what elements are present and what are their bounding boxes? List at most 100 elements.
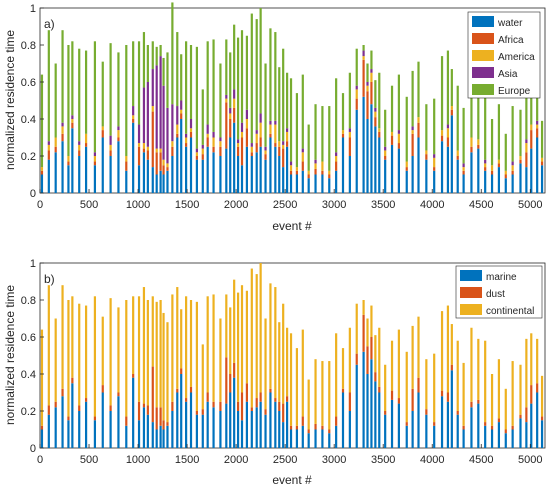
bar-europe-20 — [162, 57, 165, 86]
bar-america-29 — [206, 133, 209, 138]
bar-asia-13 — [132, 106, 135, 116]
bar-continental-8 — [93, 296, 97, 417]
bar-dust-60 — [370, 337, 373, 360]
bar-continental-5 — [71, 296, 74, 378]
bar-marine-59 — [366, 374, 369, 448]
bar-europe-71 — [440, 56, 444, 131]
bar-africa-12 — [125, 161, 128, 171]
bar-water-76 — [470, 152, 473, 193]
bar-europe-3 — [61, 30, 64, 123]
bar-america-51 — [314, 163, 317, 169]
bar-water-1 — [47, 159, 50, 193]
bar-africa-7 — [84, 143, 88, 147]
bar-america-62 — [378, 128, 381, 132]
bar-marine-64 — [390, 399, 394, 448]
bars-b — [40, 263, 544, 448]
bar-europe-19 — [159, 45, 162, 57]
bar-dust-21 — [166, 422, 169, 426]
bar-africa-10 — [109, 150, 112, 156]
bar-asia-61 — [374, 107, 377, 112]
bar-america-72 — [446, 128, 450, 138]
bar-water-32 — [225, 148, 228, 193]
bar-africa-67 — [411, 133, 414, 156]
x-tick-label: 4000 — [420, 199, 444, 211]
bar-marine-48 — [295, 429, 299, 448]
bar-europe-30 — [212, 39, 215, 132]
bar-continental-61 — [374, 335, 377, 373]
bar-water-52 — [321, 174, 324, 193]
bar-asia-70 — [433, 154, 436, 158]
bar-marine-69 — [425, 414, 428, 448]
bar-asia-21 — [166, 107, 169, 164]
bar-africa-74 — [456, 156, 459, 160]
panel-label-a: a) — [44, 17, 55, 31]
bar-water-59 — [366, 119, 369, 193]
bar-europe-36 — [240, 30, 244, 123]
legend-label-continental: continental — [486, 306, 534, 317]
bar-water-31 — [219, 156, 222, 193]
bar-europe-55 — [341, 93, 345, 131]
bar-africa-33 — [229, 119, 232, 138]
bar-water-4 — [67, 165, 70, 193]
bar-marine-39 — [255, 407, 258, 448]
bar-dust-62 — [378, 386, 381, 393]
bar-africa-32 — [225, 102, 228, 149]
bar-dust-35 — [236, 401, 240, 411]
bar-continental-33 — [229, 307, 232, 374]
bar-asia-54 — [335, 152, 338, 156]
bar-water-73 — [450, 115, 453, 193]
bar-asia-67 — [411, 126, 414, 131]
bar-america-46 — [286, 131, 289, 142]
bar-continental-65 — [397, 329, 400, 399]
bar-dust-18 — [155, 407, 158, 430]
bar-continental-83 — [519, 364, 522, 415]
bar-africa-28 — [201, 154, 204, 160]
bar-asia-31 — [219, 137, 222, 142]
bar-dust-45 — [282, 403, 285, 423]
bar-marine-20 — [162, 429, 165, 448]
bar-africa-86 — [536, 128, 539, 138]
bar-dust-64 — [390, 390, 394, 400]
bar-europe-26 — [189, 45, 193, 119]
bar-water-71 — [440, 141, 444, 193]
y-tick-label: 0.8 — [21, 40, 36, 52]
bar-africa-79 — [490, 170, 494, 175]
bar-america-66 — [405, 161, 408, 168]
bar-marine-19 — [159, 425, 162, 448]
bar-water-15 — [142, 152, 146, 193]
bar-europe-62 — [378, 72, 381, 129]
bar-continental-4 — [67, 300, 70, 417]
bar-europe-8 — [93, 41, 97, 153]
bar-dust-84 — [525, 407, 528, 423]
bar-asia-22 — [171, 104, 174, 142]
bar-africa-34 — [233, 107, 236, 123]
bar-africa-22 — [171, 146, 174, 156]
bar-asia-58 — [362, 50, 365, 57]
bar-america-58 — [362, 56, 365, 60]
bar-marine-44 — [278, 411, 281, 448]
bar-europe-38 — [250, 13, 253, 144]
bar-marine-24 — [180, 374, 183, 448]
bar-america-21 — [166, 163, 169, 168]
bar-water-45 — [282, 167, 285, 193]
bar-water-66 — [405, 170, 408, 193]
bar-america-19 — [159, 148, 162, 153]
bar-marine-79 — [490, 429, 494, 448]
bar-dust-75 — [462, 425, 465, 430]
bar-continental-16 — [146, 300, 149, 406]
bar-dust-83 — [519, 414, 522, 419]
bar-europe-32 — [225, 39, 228, 95]
bar-continental-31 — [219, 318, 222, 402]
bar-marine-81 — [504, 433, 507, 448]
bar-dust-27 — [195, 411, 198, 415]
bar-continental-53 — [328, 361, 331, 430]
bar-dust-13 — [132, 374, 135, 378]
bar-africa-14 — [137, 146, 141, 166]
bar-europe-86 — [536, 83, 539, 121]
bar-marine-35 — [236, 411, 240, 448]
bar-continental-2 — [54, 318, 57, 402]
bar-dust-58 — [362, 314, 365, 352]
legend-swatch-africa — [472, 33, 494, 44]
bar-water-68 — [417, 137, 420, 193]
x-tick-label: 3000 — [322, 199, 346, 211]
